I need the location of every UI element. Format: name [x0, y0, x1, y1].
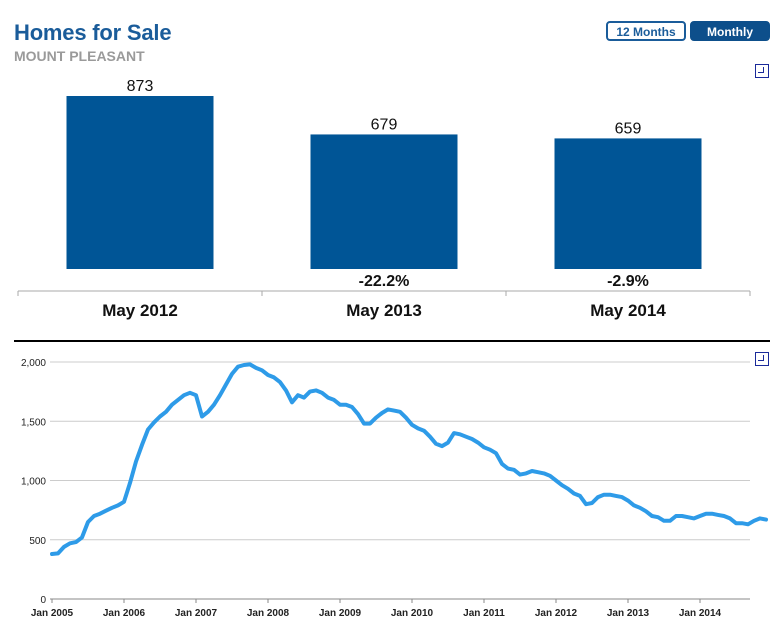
- y-tick-label: 1,500: [21, 417, 46, 428]
- bar-value-label: 873: [127, 78, 154, 95]
- y-tick-label: 500: [29, 536, 46, 547]
- x-tick-label: Jan 2014: [679, 608, 722, 619]
- bar-change-label: -2.9%: [607, 273, 649, 290]
- bar: [310, 134, 458, 269]
- series-line: [50, 362, 768, 556]
- y-tick-label: 2,000: [21, 358, 46, 369]
- bar-value-label: 679: [371, 116, 398, 133]
- bar-category-label: May 2012: [102, 301, 178, 320]
- x-tick-label: Jan 2007: [175, 608, 218, 619]
- bar: [554, 138, 702, 269]
- bar-category-label: May 2013: [346, 301, 422, 320]
- x-tick-label: Jan 2013: [607, 608, 650, 619]
- bar-category-label: May 2014: [590, 301, 666, 320]
- monthly-button[interactable]: Monthly: [690, 21, 770, 41]
- x-tick-label: Jan 2011: [463, 608, 505, 619]
- bar-change-label: -22.2%: [359, 273, 410, 290]
- line-chart: 0 500 1,000 1,500 2,000 Jan 2005 Jan 2006 Jan 2…: [21, 358, 768, 619]
- x-tick-label: Jan 2009: [319, 608, 362, 619]
- y-tick-label: 0: [40, 595, 46, 606]
- x-tick-label: Jan 2010: [391, 608, 434, 619]
- page-title: Homes for Sale: [14, 20, 172, 45]
- y-tick-label: 1,000: [21, 477, 46, 488]
- bar: [66, 96, 214, 269]
- expand-line-chart-icon[interactable]: [755, 352, 769, 366]
- bar-chart: 873 May 2012 679 -22.2% May 2013 659 -2.9% May …: [17, 78, 751, 320]
- x-tick-label: Jan 2012: [535, 608, 578, 619]
- bar-value-label: 659: [615, 120, 642, 137]
- x-tick-label: Jan 2008: [247, 608, 290, 619]
- expand-bar-chart-icon[interactable]: [755, 64, 769, 78]
- x-tick-label: Jan 2005: [31, 608, 74, 619]
- twelve-months-button[interactable]: 12 Months: [606, 21, 686, 41]
- x-tick-label: Jan 2006: [103, 608, 146, 619]
- location-subtitle: MOUNT PLEASANT: [14, 48, 145, 64]
